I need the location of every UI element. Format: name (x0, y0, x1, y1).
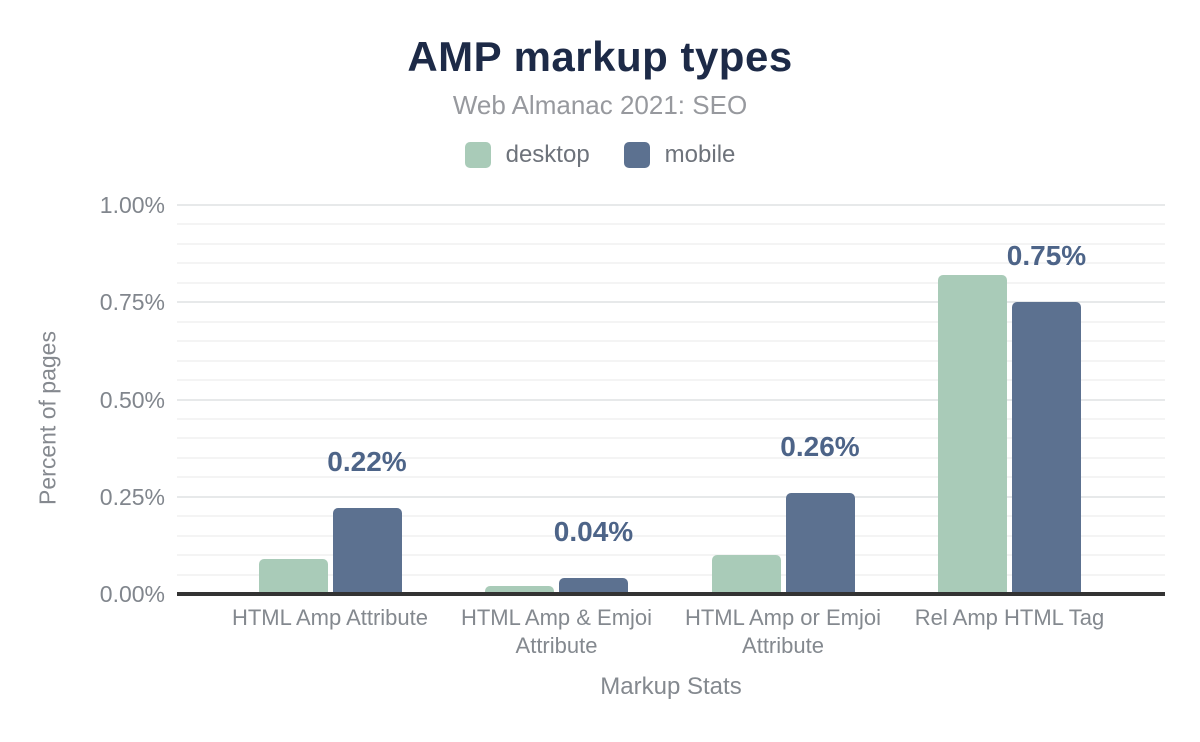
legend-label-desktop: desktop (505, 141, 590, 168)
minor-gridline-0.65 (177, 340, 1165, 343)
y-tick-0.50%: 0.50% (99, 386, 165, 413)
legend-item-mobile: mobile (623, 141, 736, 169)
x-axis-line (177, 592, 1165, 596)
y-axis-title: Percent of pages (34, 331, 61, 505)
minor-gridline-0.05 (177, 573, 1165, 576)
bar-desktop-1 (485, 586, 554, 594)
mobile-series-swatch (623, 142, 650, 168)
chart-title: AMP markup types (407, 33, 793, 80)
major-gridline-0.5 (177, 398, 1165, 401)
bar-desktop-0 (258, 559, 328, 594)
minor-gridline-0.2 (177, 515, 1165, 518)
legend-item-desktop: desktop (464, 141, 590, 169)
desktop-series-swatch (464, 142, 491, 168)
y-tick-0.75%: 0.75% (99, 289, 165, 316)
major-gridline-1 (177, 204, 1165, 206)
minor-gridline-0.8 (177, 281, 1165, 284)
minor-gridline-0.15 (177, 534, 1165, 537)
minor-gridline-0.3 (177, 476, 1165, 479)
bar-desktop-2 (711, 555, 781, 594)
x-tick-3: Rel Amp HTML Tag (914, 605, 1105, 630)
minor-gridline-0.45 (177, 417, 1165, 420)
minor-gridline-0.6 (177, 359, 1165, 362)
bar-value-label-mobile-3: 0.75% (1006, 240, 1087, 272)
x-tick-0: HTML Amp Attribute (231, 605, 429, 630)
y-tick-0.25%: 0.25% (99, 483, 165, 510)
y-tick-0.00%: 0.00% (99, 581, 165, 607)
minor-gridline-0.35 (177, 456, 1165, 459)
chart-subtitle: Web Almanac 2021: SEO (452, 90, 748, 120)
bar-mobile-1 (559, 578, 628, 594)
y-tick-1.00%: 1.00% (99, 192, 165, 218)
plot-area: 0.22% 0.04% 0.26% 0.75% (177, 204, 1165, 596)
bar-mobile-2 (785, 492, 855, 594)
major-gridline-0.75 (177, 301, 1165, 304)
bar-mobile-3 (1012, 302, 1081, 594)
minor-gridline-0.9 (177, 242, 1165, 245)
minor-gridline-0.95 (177, 223, 1165, 226)
bar-value-label-mobile-2: 0.26% (780, 430, 860, 462)
x-tick-2: HTML Amp or Emjoi Attribute (684, 605, 881, 658)
bar-desktop-3 (938, 275, 1007, 594)
bar-value-label-mobile-1: 0.04% (553, 516, 634, 548)
minor-gridline-0.4 (177, 437, 1165, 440)
minor-gridline-0.55 (177, 379, 1165, 382)
bar-mobile-0 (332, 508, 402, 594)
minor-gridline-0.1 (177, 554, 1165, 557)
minor-gridline-0.7 (177, 320, 1165, 323)
minor-gridline-0.85 (177, 262, 1165, 265)
x-axis-title: Markup Stats (600, 673, 742, 700)
major-gridline-0.25 (177, 495, 1165, 498)
legend-label-mobile: mobile (664, 141, 736, 168)
bar-value-label-mobile-0: 0.22% (327, 446, 407, 478)
chart-legend: desktop mobile (0, 141, 1200, 169)
x-tick-1: HTML Amp & Emjoi Attribute (460, 605, 653, 658)
